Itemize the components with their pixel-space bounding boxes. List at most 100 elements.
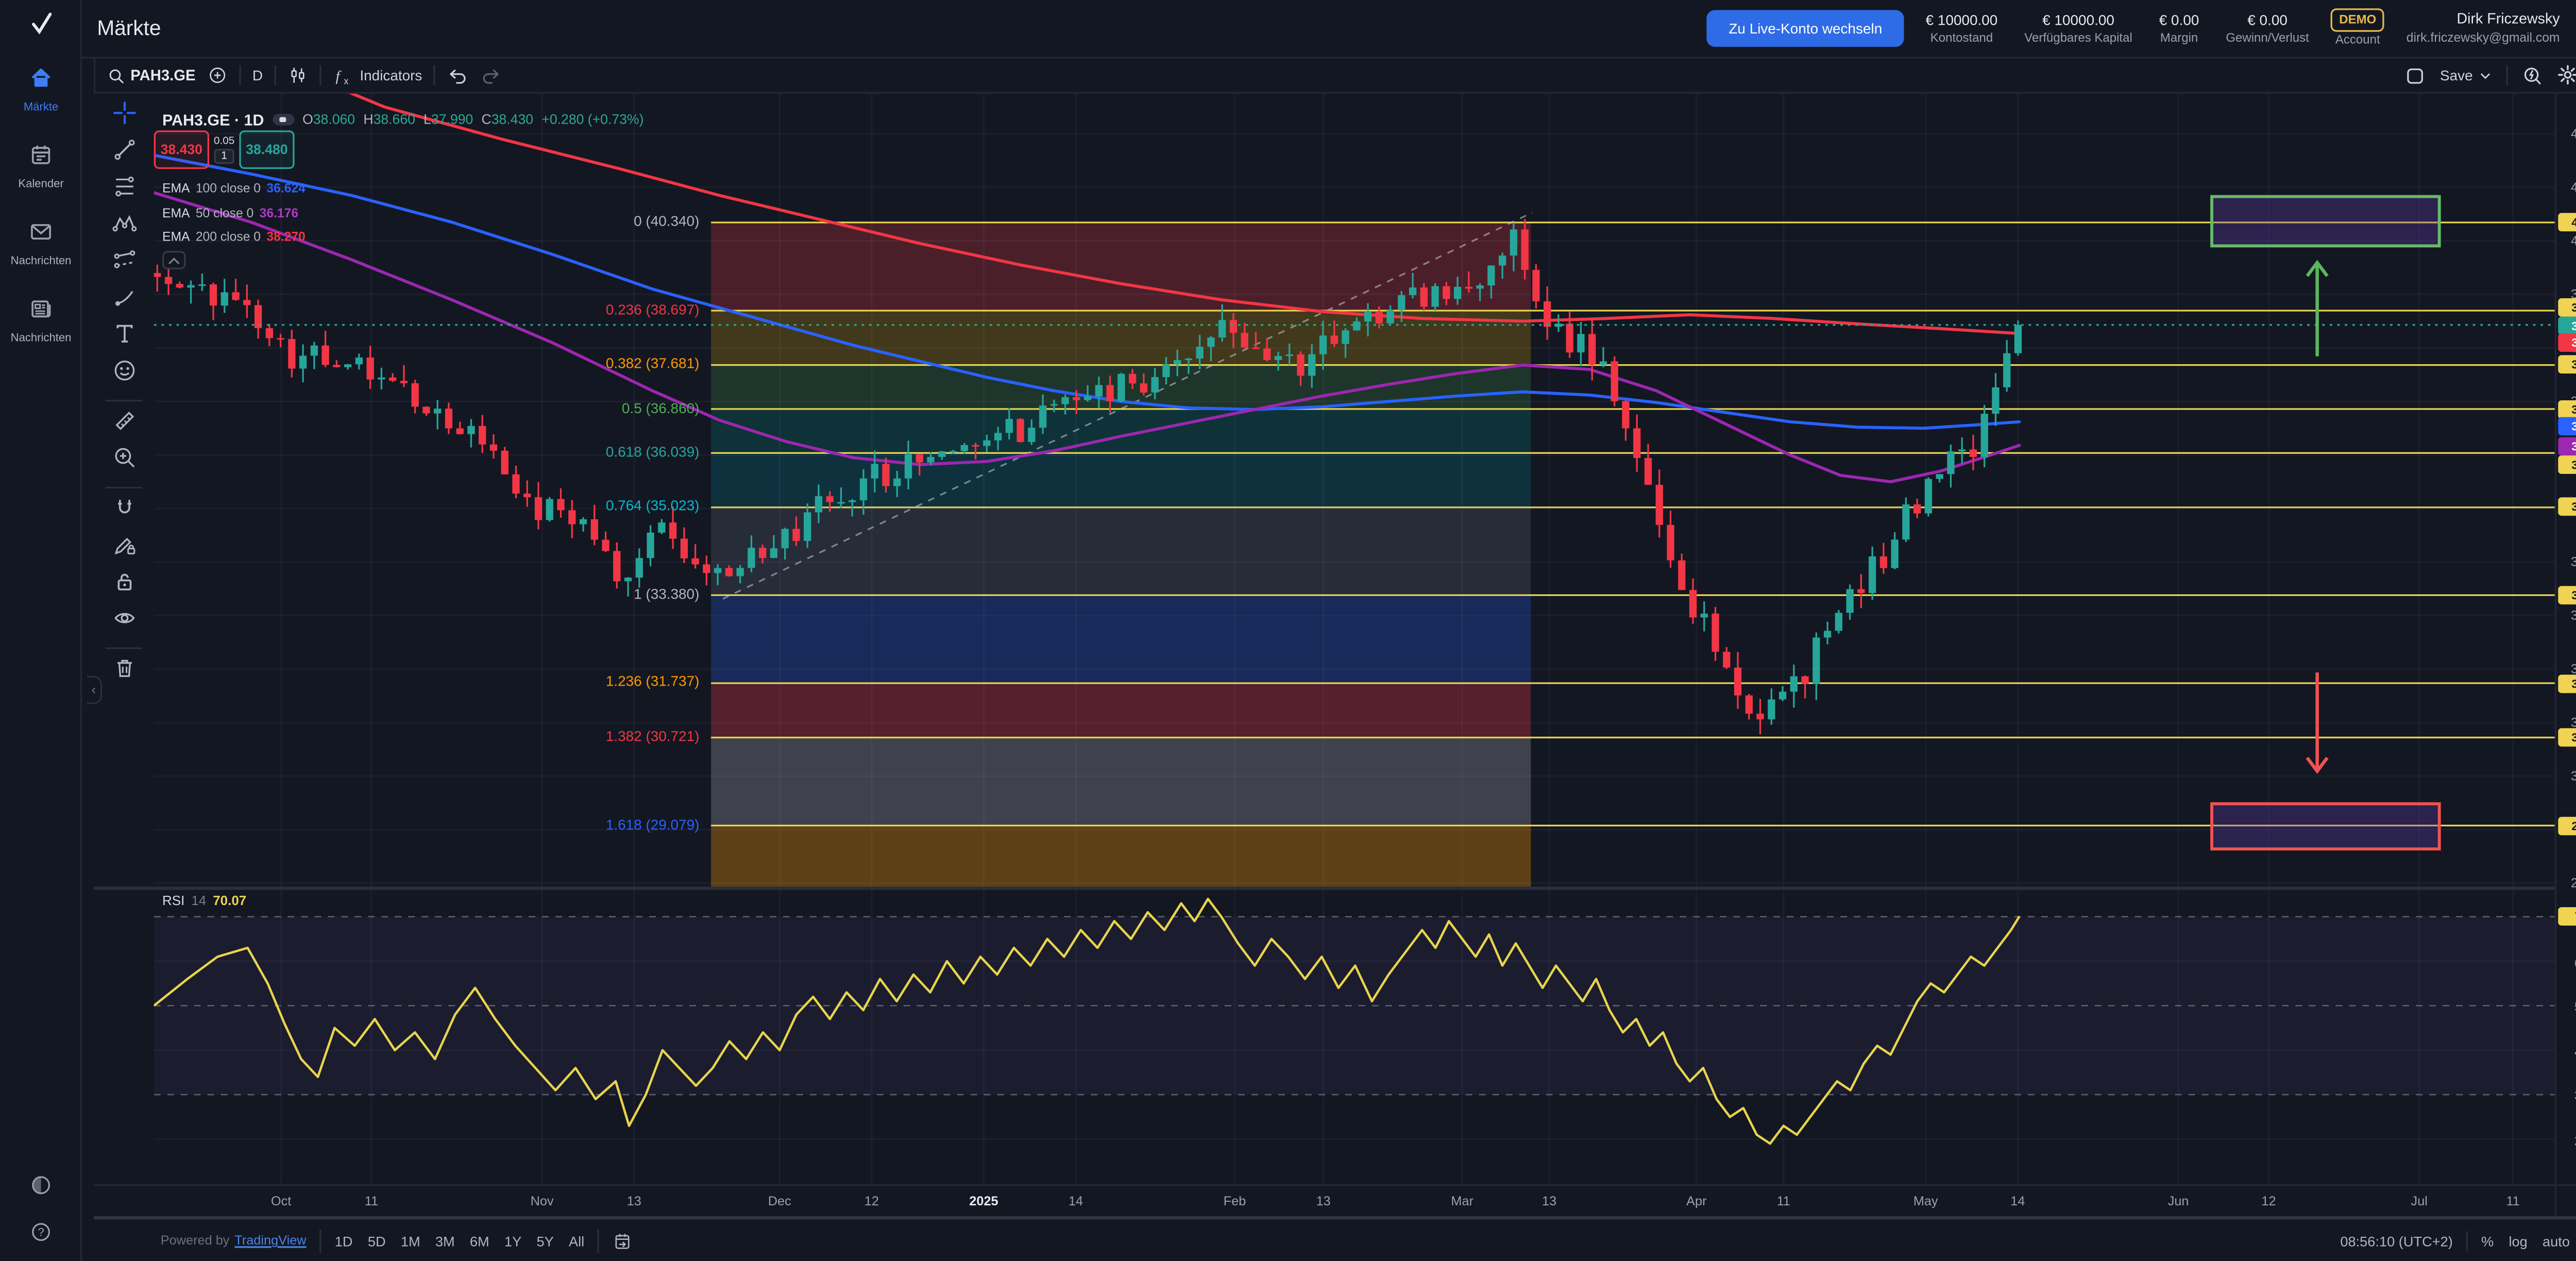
rsi-axis-label: 60.00 <box>2556 955 2576 970</box>
ema-legend-row-1[interactable]: EMA 50 close 0 36.176 <box>162 205 299 220</box>
chart-plot-area[interactable] <box>154 93 2555 1185</box>
time-axis-label: 13 <box>1541 1194 1557 1209</box>
price-axis-label: 28.000 <box>2556 876 2576 891</box>
pane-resize-handle[interactable] <box>93 887 2555 889</box>
ema-legend-row-0[interactable]: EMA 100 close 0 36.624 <box>162 180 306 196</box>
time-axis-label: 2025 <box>969 1194 998 1209</box>
range-button-1d[interactable]: 1D <box>334 1232 353 1249</box>
draw-tool-zoom-in[interactable] <box>106 444 142 480</box>
settings-button[interactable] <box>2556 64 2576 87</box>
redo-button[interactable] <box>481 64 502 86</box>
search-icon <box>109 69 124 83</box>
range-button-1y[interactable]: 1Y <box>504 1232 522 1249</box>
go-to-date-button[interactable] <box>613 1230 633 1250</box>
range-button-all[interactable]: All <box>568 1232 585 1249</box>
flash-search-icon <box>2524 66 2541 84</box>
order-widget: 38.430 0.05 1 38.480 <box>154 130 295 169</box>
price-pane[interactable] <box>154 93 2555 889</box>
scale-button-percent[interactable]: % <box>2481 1232 2494 1249</box>
projection-icon <box>111 248 137 281</box>
compare-add-symbol-button[interactable] <box>207 65 227 86</box>
draw-tool-crosshair[interactable] <box>106 99 142 135</box>
chart-style-button[interactable] <box>288 65 308 86</box>
time-axis[interactable]: Oct 11 Nov 13 Dec 12 2025 14 Feb 13 Mar 13 Apr 11 May 1… <box>93 1184 2555 1216</box>
quantity-field[interactable]: 1 <box>214 148 234 165</box>
quick-search-button[interactable] <box>2521 64 2543 86</box>
range-button-6m[interactable]: 6M <box>469 1232 489 1249</box>
draw-tool-magnet[interactable] <box>106 493 142 530</box>
ema-legend-row-2[interactable]: EMA 200 close 0 38.270 <box>162 229 306 245</box>
undo-button[interactable] <box>447 64 469 86</box>
range-button-1m[interactable]: 1M <box>400 1232 420 1249</box>
range-button-3m[interactable]: 3M <box>435 1232 455 1249</box>
save-button[interactable]: Save <box>2440 67 2493 83</box>
buy-button[interactable]: 38.480 <box>239 130 295 169</box>
price-axis-label: 42.000 <box>2556 126 2576 141</box>
scale-button-log[interactable]: log <box>2509 1232 2528 1249</box>
clock[interactable]: 08:56:10 (UTC+2) <box>2340 1232 2453 1249</box>
remove-objects-icon <box>111 656 137 689</box>
range-button-5y[interactable]: 5Y <box>536 1232 554 1249</box>
user-info[interactable]: Dirk Friczewsky dirk.friczewsky@gmail.co… <box>2406 11 2560 46</box>
powered-by-text: Powered by <box>160 1233 230 1248</box>
rsi-axis-badge: 70.07 <box>2558 907 2576 927</box>
help-icon[interactable]: ? <box>30 1221 52 1251</box>
sell-button[interactable]: 38.430 <box>154 130 209 169</box>
draw-tool-hide-all-drawings[interactable] <box>106 604 142 640</box>
draw-tool-text[interactable] <box>106 319 142 356</box>
hide-all-drawings-icon <box>111 606 137 639</box>
price-axis-badge: 29.079 <box>2558 816 2576 836</box>
draw-tool-remove-objects[interactable] <box>106 654 142 691</box>
interval-button[interactable]: D <box>252 66 263 84</box>
price-axis-badge: 36.176 <box>2558 436 2576 455</box>
plus-circle-icon <box>209 67 225 83</box>
draw-tool-projection[interactable] <box>106 246 142 282</box>
draw-tool-brush[interactable] <box>106 283 142 319</box>
time-axis-label: 12 <box>2261 1194 2276 1209</box>
rsi-params: 14 <box>191 893 207 909</box>
symbol-name: PAH3.GE <box>130 66 196 84</box>
range-button-5d[interactable]: 5D <box>367 1232 386 1249</box>
draw-tool-xabcd-pattern[interactable] <box>106 209 142 246</box>
draw-tool-trendline[interactable] <box>106 135 142 172</box>
sidebar-item-nachrichten-mail[interactable]: Nachrichten <box>0 204 82 281</box>
candlestick-icon <box>291 67 304 83</box>
sidebar-item-kalender[interactable]: Kalender <box>0 127 82 204</box>
layout-templates-button[interactable] <box>2405 64 2427 86</box>
scale-button-auto[interactable]: auto <box>2543 1232 2570 1249</box>
change-value: +0.280 (+0.73%) <box>541 112 644 127</box>
app-logo-checkmark-icon <box>0 10 82 45</box>
rsi-value: 70.07 <box>213 893 247 909</box>
sidebar-item-nachrichten-news[interactable]: Nachrichten <box>0 281 82 358</box>
rsi-legend: RSI 14 70.07 <box>162 893 246 908</box>
sidebar-item-maerkte[interactable]: Märkte <box>0 50 82 127</box>
draw-tool-stay-in-drawing-mode[interactable] <box>106 530 142 567</box>
crosshair-icon <box>111 100 137 134</box>
tradingview-link[interactable]: TradingView <box>234 1233 307 1248</box>
draw-tool-emoji[interactable] <box>106 356 142 393</box>
switch-to-live-account-button[interactable]: Zu Live-Konto wechseln <box>1707 10 1904 47</box>
app-sidebar: Märkte Kalender Nachrichten Nachrichten ? <box>0 0 82 1261</box>
bottom-toolbar: Powered by TradingView 1D 5D 1M 3M 6M 1Y 5Y All… <box>93 1216 2576 1261</box>
draw-tool-fib-retracement[interactable] <box>106 172 142 209</box>
draw-tool-ruler[interactable] <box>106 406 142 443</box>
time-axis-label: 12 <box>864 1194 879 1209</box>
price-axis-badge: 36.860 <box>2558 399 2576 419</box>
drawing-toolbar-collapse-handle[interactable]: ‹ <box>87 675 103 705</box>
price-axis[interactable]: 42.00041.00040.00039.00038.00037.00036.0… <box>2554 93 2576 1185</box>
draw-tool-lock-all-drawings[interactable] <box>106 567 142 604</box>
user-email: dirk.friczewsky@gmail.com <box>2406 29 2560 45</box>
chevron-down-icon <box>2481 73 2490 78</box>
rsi-pane[interactable] <box>154 888 2555 1185</box>
top-header: Märkte Zu Live-Konto wechseln € 10000.00… <box>82 0 2576 59</box>
contrast-theme-icon[interactable] <box>30 1174 52 1204</box>
symbol-search[interactable]: PAH3.GE <box>107 66 196 84</box>
legend-collapse-button[interactable] <box>162 251 186 269</box>
legend-visibility-toggle[interactable] <box>272 113 294 126</box>
price-axis-label: 40.000 <box>2556 233 2576 248</box>
price-axis-badge: 38.270 <box>2558 333 2576 353</box>
price-axis-label: 32.000 <box>2556 661 2576 676</box>
legend-symbol-title[interactable]: PAH3.GE · 1D <box>162 110 264 129</box>
rsi-axis-label: 30.00 <box>2556 1088 2576 1103</box>
